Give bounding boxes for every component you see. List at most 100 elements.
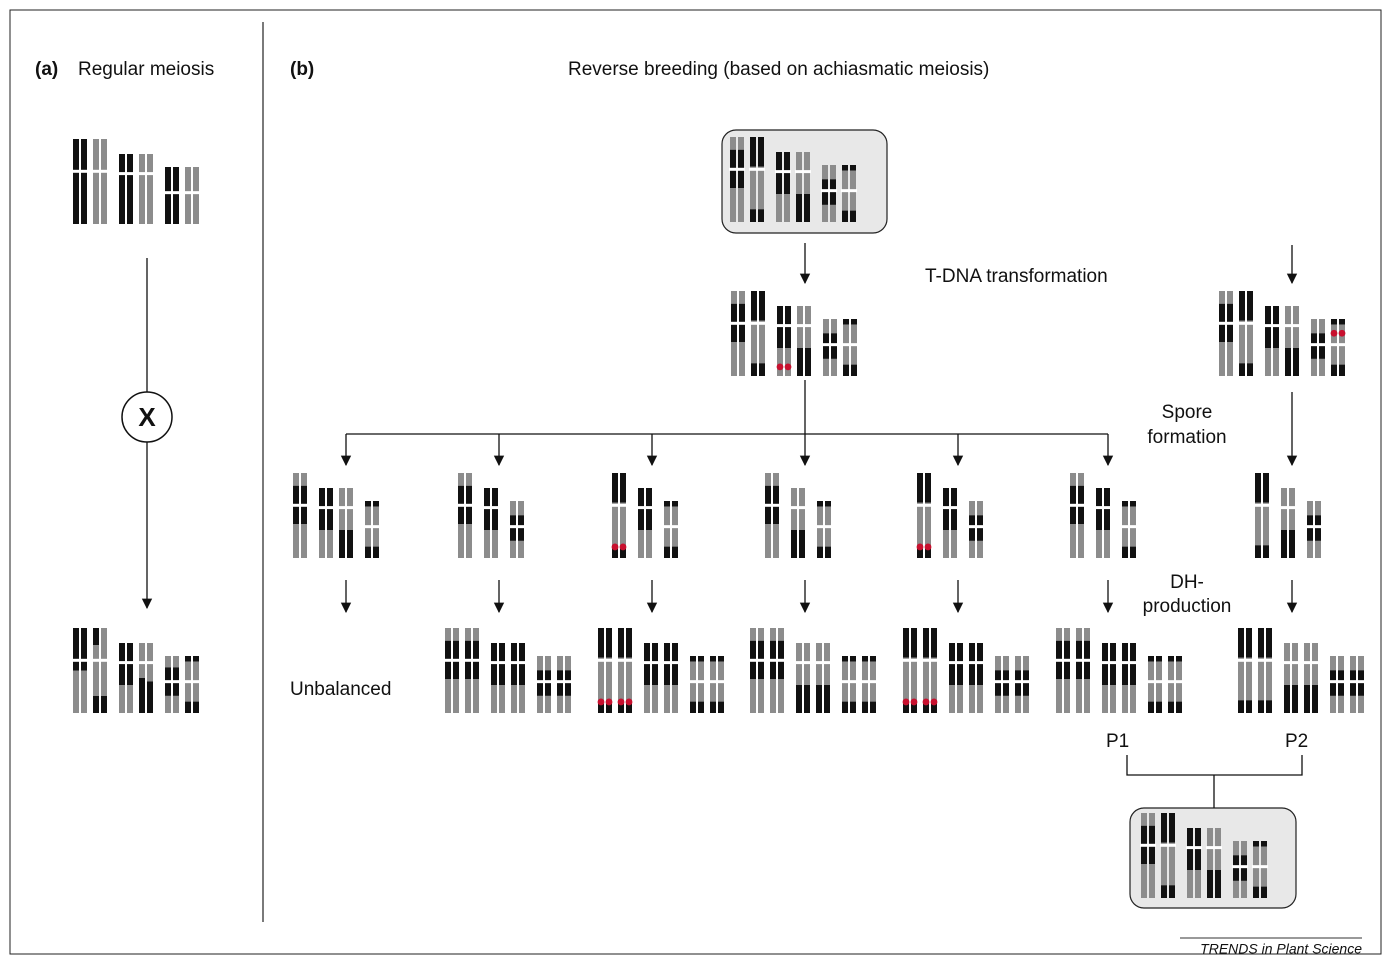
chromatid-segment	[1238, 700, 1244, 713]
chromatid-segment	[598, 658, 604, 701]
chromatid-segment	[510, 541, 516, 558]
chromatid-segment	[690, 656, 696, 662]
chromatid-segment	[776, 194, 782, 222]
tdna-marker	[925, 544, 932, 551]
centromere	[338, 506, 354, 509]
chromatid-segment	[949, 685, 955, 713]
step-label: T-DNA transformation	[925, 266, 1108, 287]
chromatid-segment	[777, 348, 783, 376]
centromere	[994, 680, 1010, 683]
centromere	[749, 168, 765, 171]
chromatid-segment	[1227, 291, 1233, 304]
centromere	[689, 680, 705, 683]
centromere	[92, 170, 108, 173]
chromatid-segment	[750, 137, 756, 167]
centromere	[821, 189, 837, 192]
centromere	[968, 661, 984, 664]
centromere	[916, 504, 932, 507]
chromatid-segment	[750, 628, 756, 641]
centromere	[292, 504, 308, 507]
chromatid-segment	[301, 524, 307, 558]
chromatid-segment	[1227, 342, 1233, 376]
chromatid-segment	[1015, 656, 1021, 670]
chromatid-segment	[1141, 813, 1147, 826]
tdna-marker	[777, 364, 784, 371]
chromatid-segment	[758, 679, 764, 713]
chromatid-segment	[73, 628, 79, 671]
chromatid-segment	[93, 645, 99, 696]
chromatid-segment	[830, 165, 836, 179]
chromatid-segment	[644, 685, 650, 713]
chromatid-segment	[73, 671, 79, 714]
chromatid-segment	[185, 167, 191, 224]
chromatid-segment	[139, 154, 145, 224]
centromere	[790, 506, 806, 509]
chromatid-segment	[1003, 656, 1009, 670]
centromere	[1121, 661, 1137, 664]
chromatid-segment	[1312, 685, 1318, 713]
chromatid-segment	[773, 473, 779, 486]
centromere	[1069, 504, 1085, 507]
chromatid-segment	[870, 702, 876, 713]
chromatid-segment	[851, 319, 857, 325]
chromatid-segment	[1239, 321, 1245, 364]
chromatid-segment	[817, 501, 823, 507]
chromatid-segment	[1130, 501, 1136, 507]
centromere	[510, 661, 526, 664]
chromatid-segment	[1258, 628, 1264, 658]
chromatid-segment	[750, 167, 756, 210]
chromatid-segment	[718, 656, 724, 662]
chromatid-segment	[1311, 359, 1317, 376]
chromatid-segment	[510, 501, 516, 515]
chromatid-segment	[816, 685, 822, 713]
chromatid-segment	[373, 501, 379, 507]
centromere	[637, 506, 653, 509]
chromatid-segment	[518, 541, 524, 558]
source: TRENDS in Plant Science	[1200, 941, 1362, 957]
figure: (a) Regular meiosis X (b) Reverse breedi…	[0, 0, 1391, 964]
chromatid-segment	[1255, 503, 1261, 546]
centromere	[841, 680, 857, 683]
centromere	[750, 322, 766, 325]
chromatid-segment	[1293, 348, 1299, 376]
centromere	[617, 659, 633, 662]
chromatid-segment	[1358, 656, 1364, 670]
chromatid-segment	[626, 658, 632, 701]
chromatid-segment	[1215, 870, 1221, 898]
chromatid-segment	[1130, 685, 1136, 713]
chromatid-segment	[81, 671, 87, 714]
panel-title: Regular meiosis	[78, 59, 214, 80]
chromatid-segment	[565, 696, 571, 713]
chromatid-segment	[1169, 885, 1175, 898]
centromere	[643, 661, 659, 664]
chromatid-segment	[822, 165, 828, 179]
chromatid-segment	[1307, 541, 1313, 558]
chromatid-segment	[870, 656, 876, 662]
chromatid-segment	[1064, 628, 1070, 641]
chromosomes	[72, 137, 1365, 898]
chromatid-segment	[101, 628, 107, 696]
chromatid-segment	[646, 530, 652, 558]
centromere	[795, 661, 811, 664]
chromatid-segment	[822, 205, 828, 222]
centromere	[1075, 659, 1091, 662]
chromatid-segment	[119, 685, 125, 713]
chromatid-segment	[1169, 843, 1175, 886]
chromatid-segment	[851, 365, 857, 376]
centromere	[509, 525, 525, 528]
centromere	[1206, 846, 1222, 849]
centromere	[729, 168, 745, 171]
chromatid-segment	[139, 643, 145, 678]
chromatid-segment	[293, 473, 299, 486]
step-label: production	[1143, 596, 1232, 617]
chromatid-segment	[466, 524, 472, 558]
centromere	[1186, 846, 1202, 849]
chromatid-segment	[612, 473, 618, 503]
centromere	[1283, 661, 1299, 664]
centromere	[815, 661, 831, 664]
centromere	[1280, 506, 1296, 509]
chromatid-segment	[750, 679, 756, 713]
chromatid-segment	[1239, 363, 1245, 376]
centromere	[795, 170, 811, 173]
chromatid-segment	[545, 656, 551, 670]
